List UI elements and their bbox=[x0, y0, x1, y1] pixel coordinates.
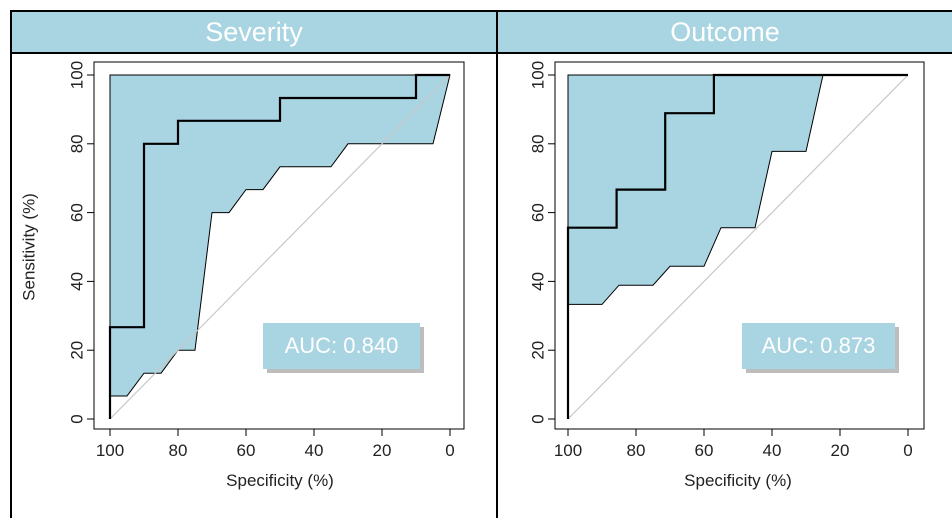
reference-diagonal bbox=[567, 74, 909, 420]
panel-title: Severity bbox=[12, 12, 496, 54]
x-tick-label: 0 bbox=[903, 441, 912, 460]
roc-curve bbox=[108, 73, 450, 419]
y-tick-label: 0 bbox=[67, 414, 86, 423]
x-tick-label: 20 bbox=[373, 441, 392, 460]
x-tick-label: 60 bbox=[237, 441, 256, 460]
severity-roc-chart: 100 80 60 40 20 0 0 20 40 60 80 100 Specificity (%) S… bbox=[19, 61, 465, 490]
x-tick-label: 100 bbox=[554, 441, 582, 460]
outcome-panel: Outcome 100 80 60 40 20 0 0 20 40 60 80 100 Specific… bbox=[496, 10, 952, 518]
x-tick-label: 100 bbox=[96, 441, 124, 460]
panel-title: Outcome bbox=[498, 12, 952, 54]
y-tick-label: 60 bbox=[528, 203, 547, 222]
y-tick-label: 80 bbox=[67, 134, 86, 153]
x-tick-label: 40 bbox=[305, 441, 324, 460]
auc-box bbox=[263, 323, 420, 369]
x-axis-label: Specificity (%) bbox=[684, 471, 792, 490]
y-tick-label: 100 bbox=[528, 61, 547, 89]
severity-panel: Severity 100 80 60 40 20 0 0 20 40 60 80 100 Specifi… bbox=[10, 10, 498, 518]
plot-frame bbox=[93, 61, 465, 430]
plot-frame bbox=[554, 61, 925, 430]
auc-label: AUC: 0.840 bbox=[285, 333, 399, 358]
y-tick-label: 20 bbox=[67, 341, 86, 360]
y-tick-label: 100 bbox=[67, 61, 86, 89]
auc-box bbox=[742, 323, 895, 369]
x-tick-label: 80 bbox=[627, 441, 646, 460]
y-tick-label: 40 bbox=[67, 272, 86, 291]
y-axis-label: Sensitivity (%) bbox=[19, 193, 38, 301]
y-tick-label: 60 bbox=[67, 203, 86, 222]
x-tick-label: 20 bbox=[831, 441, 850, 460]
ci-band bbox=[109, 74, 451, 397]
x-tick-label: 0 bbox=[445, 441, 454, 460]
x-tick-label: 80 bbox=[169, 441, 188, 460]
auc-label: AUC: 0.873 bbox=[762, 333, 876, 358]
x-axis-label: Specificity (%) bbox=[226, 471, 334, 490]
y-tick-label: 20 bbox=[528, 341, 547, 360]
y-tick-label: 80 bbox=[528, 134, 547, 153]
y-tick-label: 0 bbox=[528, 414, 547, 423]
roc-curve bbox=[566, 73, 908, 419]
y-tick-label: 40 bbox=[528, 272, 547, 291]
x-tick-label: 60 bbox=[695, 441, 714, 460]
outcome-roc-chart: 100 80 60 40 20 0 0 20 40 60 80 100 Specificity (%) A… bbox=[528, 61, 925, 490]
reference-diagonal bbox=[109, 74, 451, 420]
x-tick-label: 40 bbox=[763, 441, 782, 460]
ci-band bbox=[567, 74, 824, 305]
